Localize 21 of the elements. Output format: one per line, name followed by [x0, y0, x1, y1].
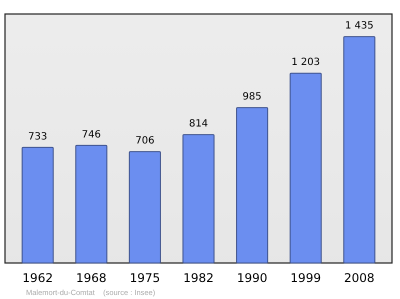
x-tick-label: 2008: [344, 271, 375, 285]
bar: [182, 134, 215, 264]
data-label: 706: [135, 136, 154, 147]
data-label: 1 203: [291, 57, 320, 68]
data-label: 1 435: [344, 20, 374, 32]
x-tick-label: 1975: [130, 271, 160, 285]
bar: [290, 72, 322, 264]
bar: [343, 36, 376, 264]
bar: [236, 107, 268, 264]
x-tick-label: 1999: [290, 271, 321, 285]
bar: [22, 146, 54, 264]
data-label: 814: [188, 118, 208, 130]
bar: [75, 144, 108, 264]
x-tick-label: 1990: [236, 271, 268, 285]
data-label: 985: [242, 92, 262, 103]
x-tick-label: 1962: [22, 271, 53, 285]
x-tick-label: 1982: [183, 271, 214, 285]
data-label: 733: [28, 131, 48, 142]
data-label: 746: [82, 129, 101, 140]
bar: [128, 151, 161, 264]
x-tick-label: 1968: [76, 271, 107, 285]
